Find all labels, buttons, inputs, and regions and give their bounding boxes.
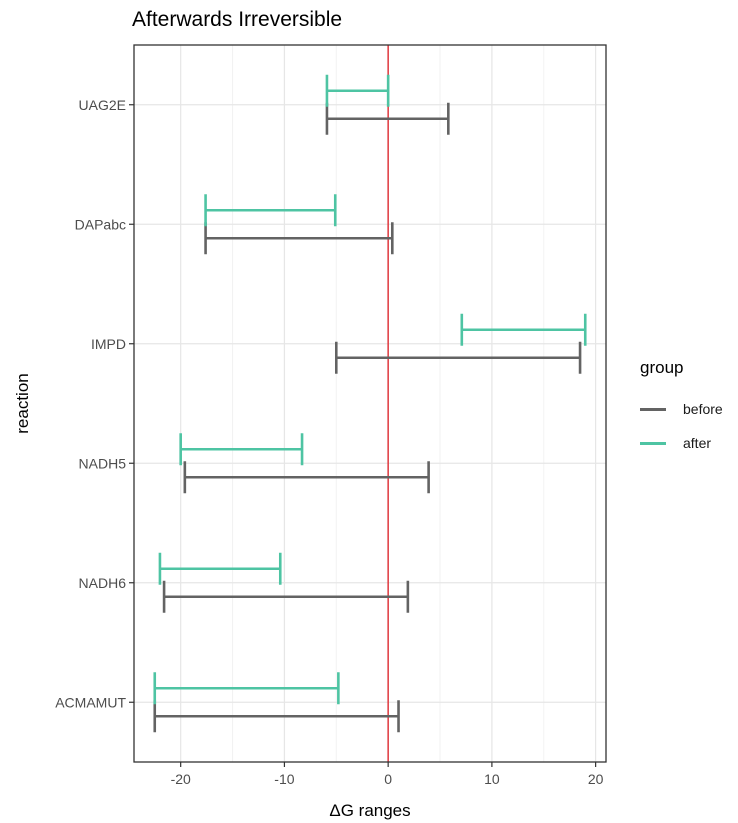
legend-item-before: before xyxy=(640,392,723,426)
errorbar-after-nadh6 xyxy=(158,552,282,585)
legend-title: group xyxy=(640,358,684,377)
plot-panel xyxy=(134,45,606,762)
legend: group before after xyxy=(640,358,723,460)
x-tick-label: 10 xyxy=(484,771,500,787)
errorbar-before-impd xyxy=(334,341,582,374)
x-axis-label: ΔG ranges xyxy=(329,801,410,820)
errorbar-after-nadh5 xyxy=(179,433,304,466)
errorbar-after-uag2e xyxy=(325,74,390,107)
errorbar-after-impd xyxy=(460,313,587,346)
x-tick-label: 20 xyxy=(588,771,604,787)
legend-key-before xyxy=(640,407,666,411)
x-tick-label: -10 xyxy=(274,771,294,787)
y-axis-ticks: UAG2E DAPabc IMPD NADH5 NADH6 ACMAMUT xyxy=(55,97,134,710)
plot-panel-border xyxy=(133,44,607,763)
x-tick-label: -20 xyxy=(171,771,191,787)
chart-title: Afterwards Irreversible xyxy=(132,8,343,31)
y-tick-label: DAPabc xyxy=(75,216,126,232)
legend-label-before: before xyxy=(683,401,723,417)
errorbar-after-dapabc xyxy=(204,194,337,227)
y-tick-label: UAG2E xyxy=(79,97,126,113)
errorbar-before-dapabc xyxy=(204,222,394,255)
minor-gridlines xyxy=(232,45,545,762)
y-tick-label: NADH5 xyxy=(79,455,127,471)
legend-item-after: after xyxy=(640,426,723,460)
errorbar-before-nadh5 xyxy=(183,461,430,494)
y-axis-label: reaction xyxy=(13,373,32,433)
errorbar-before-uag2e xyxy=(325,102,450,135)
y-tick-label: IMPD xyxy=(91,336,126,352)
legend-key-after xyxy=(640,441,666,445)
major-gridlines xyxy=(134,45,606,762)
x-tick-label: 0 xyxy=(384,771,392,787)
errorbar-before-acmamut xyxy=(153,700,400,733)
error-bars xyxy=(153,74,587,733)
y-tick-label: ACMAMUT xyxy=(55,694,126,710)
errorbar-before-nadh6 xyxy=(162,580,410,613)
x-axis-ticks: -20 -10 0 10 20 xyxy=(171,762,604,787)
y-tick-label: NADH6 xyxy=(79,575,127,591)
errorbar-after-acmamut xyxy=(153,672,340,705)
legend-label-after: after xyxy=(683,435,712,451)
